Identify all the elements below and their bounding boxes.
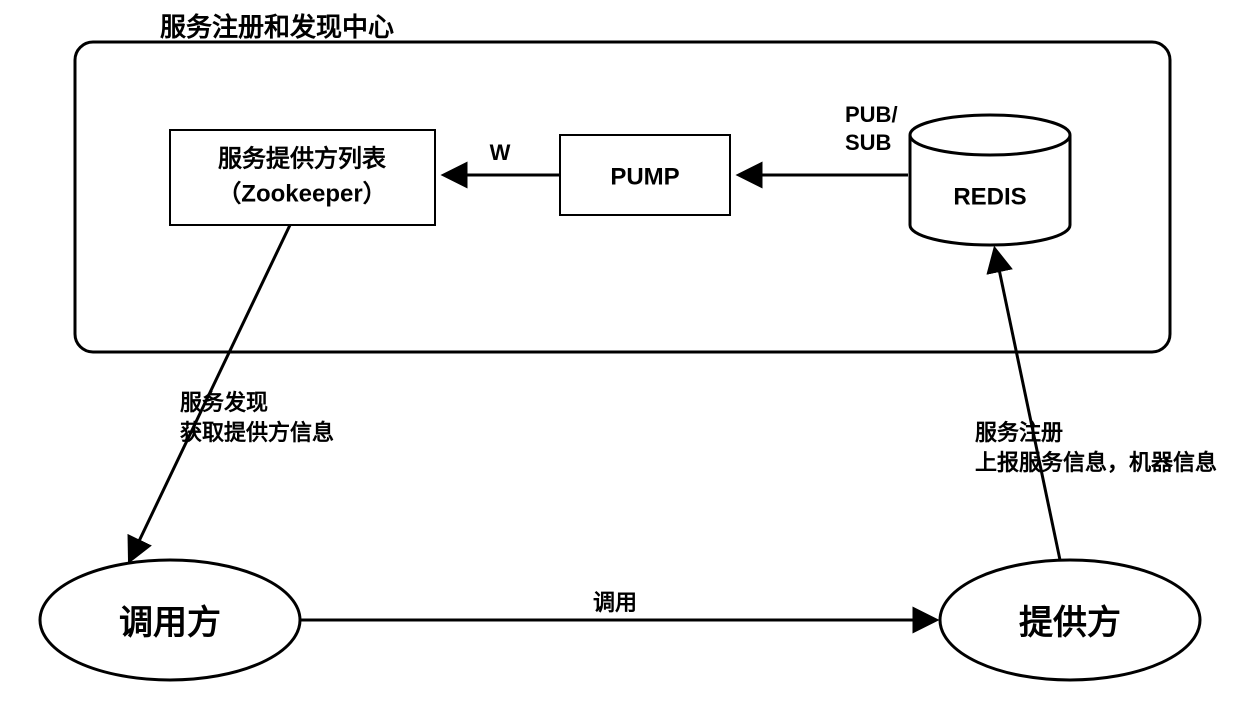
zookeeper-label-1: 服务提供方列表	[218, 144, 387, 172]
edge-provider-redis	[995, 250, 1060, 560]
redis-node	[910, 115, 1070, 245]
zookeeper-node	[170, 130, 435, 225]
edge-provider-redis-label-2: 上报服务信息，机器信息	[975, 450, 1217, 475]
edge-zk-caller-label-1: 服务发现	[180, 390, 268, 415]
edge-zk-caller-label-2: 获取提供方信息	[180, 420, 334, 445]
edge-pump-zk-label: W	[490, 140, 511, 165]
container-title: 服务注册和发现中心	[160, 12, 394, 42]
caller-label: 调用方	[119, 604, 221, 642]
edge-provider-redis-label-1: 服务注册	[975, 420, 1063, 445]
provider-label: 提供方	[1019, 604, 1121, 642]
edge-redis-pump-label-1: PUB/	[845, 102, 898, 127]
edge-redis-pump-label-2: SUB	[845, 130, 891, 155]
pump-label: PUMP	[610, 163, 679, 190]
edge-caller-provider-label: 调用	[593, 590, 637, 615]
redis-label: REDIS	[953, 183, 1026, 210]
zookeeper-label-2: （Zookeeper）	[217, 180, 386, 207]
